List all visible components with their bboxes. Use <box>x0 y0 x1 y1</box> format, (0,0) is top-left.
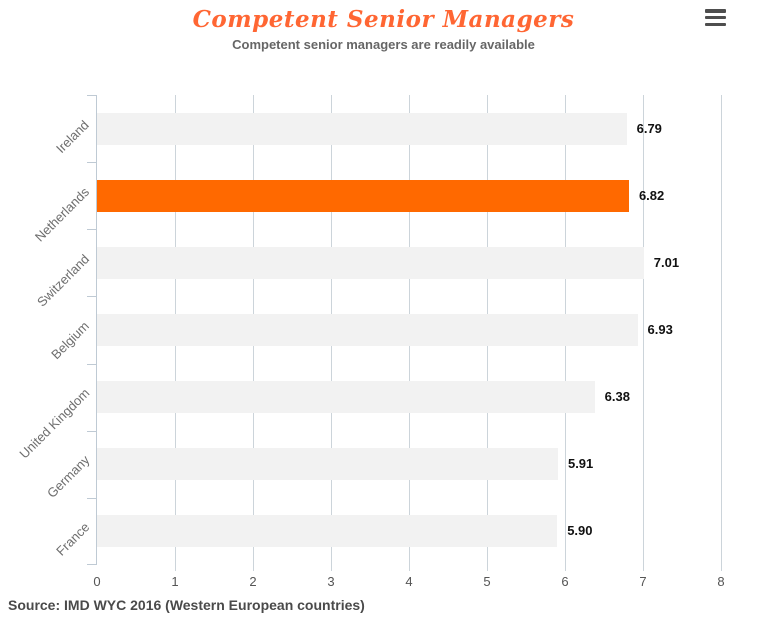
x-axis-tick <box>487 565 488 571</box>
value-label: 6.79 <box>636 120 662 136</box>
x-axis-tick-label: 8 <box>717 574 725 589</box>
source-note: Source: IMD WYC 2016 (Western European c… <box>8 597 365 613</box>
bar-ireland[interactable] <box>97 112 627 145</box>
x-axis-tick-label: 3 <box>327 574 335 589</box>
hamburger-icon <box>705 9 726 26</box>
y-axis-tick <box>87 498 96 499</box>
category-label: Switzerland <box>33 251 92 310</box>
category-label: Germany <box>43 452 92 502</box>
value-label: 6.93 <box>647 322 673 337</box>
category-label: Belgium <box>48 318 92 363</box>
x-axis-tick <box>331 565 332 571</box>
y-axis-tick <box>87 364 96 365</box>
value-label: 7.01 <box>653 254 680 270</box>
hamburger-bar <box>705 15 726 20</box>
value-label: 6.82 <box>638 187 665 203</box>
value-label: 5.90 <box>567 523 593 539</box>
x-axis-tick-label: 0 <box>93 574 101 589</box>
value-label: 6.38 <box>604 389 630 405</box>
bar-united-kingdom[interactable] <box>97 381 595 414</box>
category-label: Netherlands <box>31 184 92 245</box>
y-axis-tick <box>87 296 96 297</box>
bar-netherlands[interactable] <box>97 179 629 212</box>
category-label: United Kingdom <box>15 385 92 462</box>
bar-france[interactable] <box>97 515 558 548</box>
x-axis-tick <box>175 565 176 571</box>
hamburger-bar <box>705 22 726 26</box>
y-axis-tick <box>87 229 96 230</box>
x-axis-tick-label: 1 <box>171 574 179 589</box>
x-axis-tick <box>409 565 410 571</box>
page-subtitle: Competent senior managers are readily av… <box>232 37 535 52</box>
x-axis-tick <box>253 565 254 571</box>
bar-chart: 0 1 2 3 4 5 6 7 8 6.79 Ireland 6.82 Netherlands 7.01 S… <box>16 95 725 589</box>
y-axis-tick <box>87 431 96 432</box>
x-axis-tick <box>721 565 722 571</box>
x-axis-tick-label: 6 <box>561 574 569 589</box>
bar-switzerland[interactable] <box>97 246 644 279</box>
category-label: Ireland <box>53 116 92 156</box>
hamburger-bar <box>705 9 726 13</box>
x-axis-tick-label: 4 <box>405 574 413 589</box>
value-label: 5.91 <box>567 456 594 472</box>
menu-button[interactable] <box>705 9 726 26</box>
x-axis-tick-label: 5 <box>483 574 491 589</box>
page-title: Competent Senior Managers <box>192 6 575 33</box>
x-axis-tick-label: 2 <box>249 574 257 589</box>
y-axis-tick <box>87 162 96 163</box>
gridline <box>721 95 722 565</box>
gridline <box>643 95 644 565</box>
x-axis-tick <box>565 565 566 571</box>
x-axis-tick-label: 7 <box>639 574 647 589</box>
category-label: France <box>52 519 92 559</box>
bar-belgium[interactable] <box>97 314 638 346</box>
y-axis-tick <box>87 564 96 565</box>
y-axis-tick <box>87 95 96 96</box>
x-axis-tick <box>643 565 644 571</box>
bar-germany[interactable] <box>97 448 558 481</box>
y-axis-line <box>96 95 97 565</box>
